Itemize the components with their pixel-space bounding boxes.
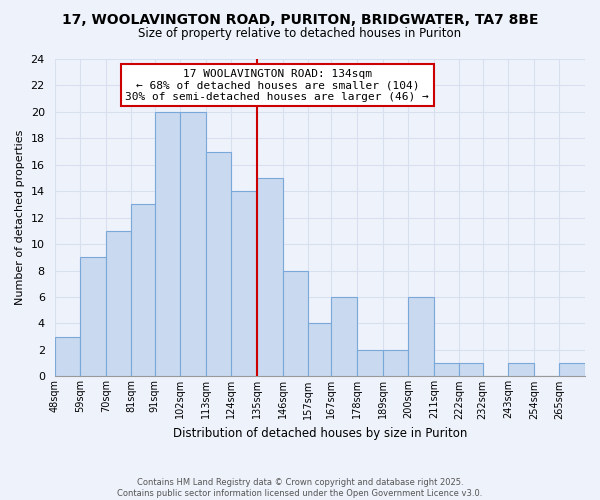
Bar — [257, 178, 283, 376]
Bar — [508, 363, 534, 376]
Bar — [559, 363, 585, 376]
Bar — [232, 191, 257, 376]
Bar — [55, 336, 80, 376]
Bar — [206, 152, 232, 376]
Bar — [383, 350, 408, 376]
Bar — [408, 297, 434, 376]
Y-axis label: Number of detached properties: Number of detached properties — [15, 130, 25, 306]
Bar — [131, 204, 155, 376]
Text: 17 WOOLAVINGTON ROAD: 134sqm
← 68% of detached houses are smaller (104)
30% of s: 17 WOOLAVINGTON ROAD: 134sqm ← 68% of de… — [125, 68, 429, 102]
Bar — [434, 363, 460, 376]
Bar — [106, 231, 131, 376]
Bar — [357, 350, 383, 376]
Bar — [155, 112, 180, 376]
Bar — [460, 363, 482, 376]
Text: Size of property relative to detached houses in Puriton: Size of property relative to detached ho… — [139, 28, 461, 40]
Bar — [331, 297, 357, 376]
Bar — [180, 112, 206, 376]
Bar — [80, 258, 106, 376]
Text: Contains HM Land Registry data © Crown copyright and database right 2025.
Contai: Contains HM Land Registry data © Crown c… — [118, 478, 482, 498]
X-axis label: Distribution of detached houses by size in Puriton: Distribution of detached houses by size … — [173, 427, 467, 440]
Bar — [308, 324, 331, 376]
Text: 17, WOOLAVINGTON ROAD, PURITON, BRIDGWATER, TA7 8BE: 17, WOOLAVINGTON ROAD, PURITON, BRIDGWAT… — [62, 12, 538, 26]
Bar — [283, 270, 308, 376]
